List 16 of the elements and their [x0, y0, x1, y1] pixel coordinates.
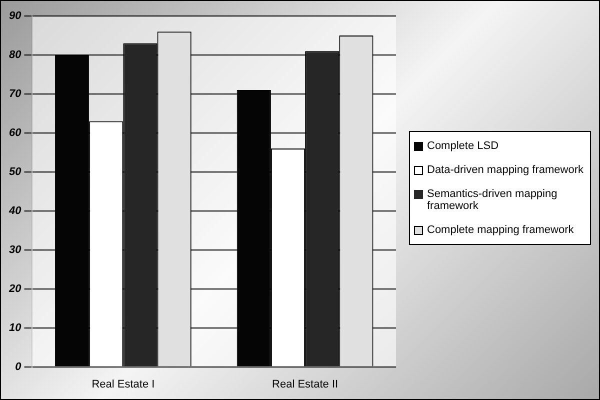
y-tick-label: 0 — [15, 360, 22, 373]
y-tick-label: 60 — [8, 126, 22, 139]
legend-label: Complete LSD — [427, 140, 499, 152]
x-tick-label: Real Estate I — [92, 378, 155, 390]
x-tick-label: Real Estate II — [272, 378, 338, 390]
y-tick-label: 50 — [8, 166, 22, 178]
legend-label: Data-driven mapping framework — [427, 164, 584, 176]
y-tick-label: 30 — [8, 244, 22, 256]
y-tick-label: 90 — [8, 10, 22, 22]
y-tick-label: 10 — [8, 322, 22, 334]
legend-label: Complete mapping framework — [427, 224, 574, 236]
y-tick-label: 70 — [8, 88, 22, 100]
y-tick-label: 80 — [8, 49, 22, 62]
y-tick-label: 40 — [8, 204, 22, 217]
y-tick-label: 20 — [8, 282, 22, 295]
legend-label: Semantics-driven mapping framework — [427, 188, 558, 212]
